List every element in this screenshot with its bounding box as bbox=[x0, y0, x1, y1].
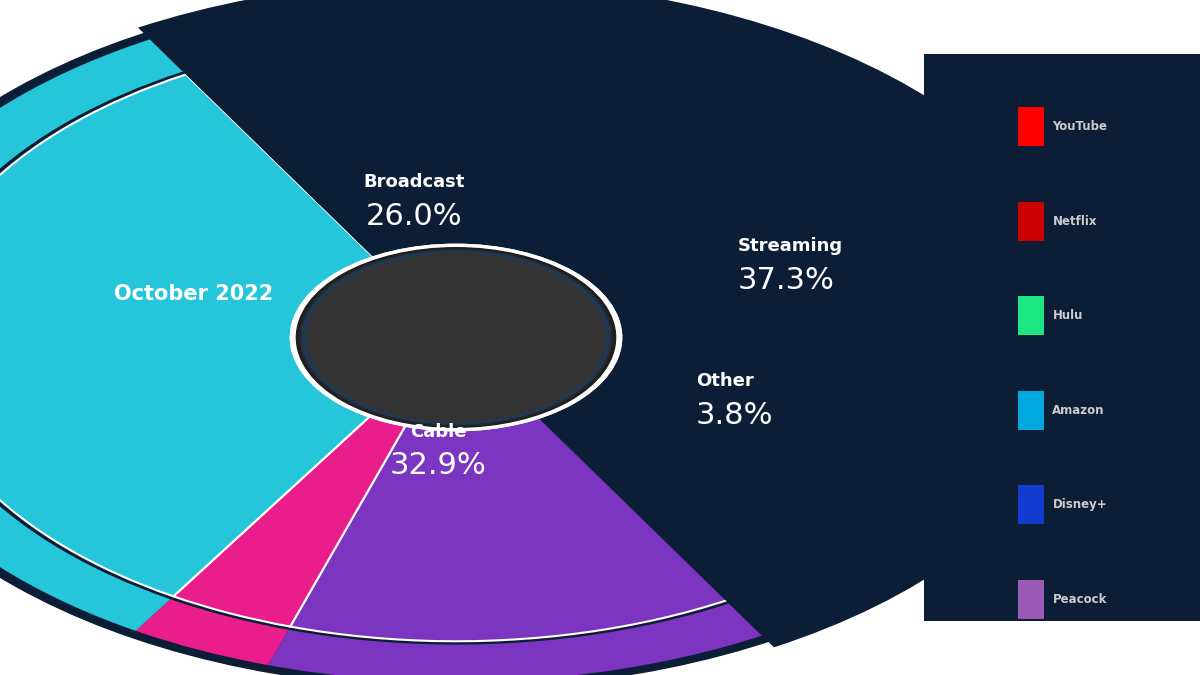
Circle shape bbox=[0, 0, 1080, 675]
Circle shape bbox=[296, 248, 616, 427]
Text: Broadcast: Broadcast bbox=[364, 173, 464, 191]
Circle shape bbox=[290, 244, 622, 431]
Wedge shape bbox=[136, 599, 288, 665]
Circle shape bbox=[306, 253, 606, 422]
Text: Peacock: Peacock bbox=[1052, 593, 1106, 606]
Bar bbox=[1018, 296, 1044, 335]
Bar bbox=[924, 54, 1014, 621]
Wedge shape bbox=[0, 74, 384, 596]
Text: Streaming: Streaming bbox=[738, 238, 844, 255]
Bar bbox=[1018, 485, 1044, 524]
Text: Disney+: Disney+ bbox=[1052, 498, 1108, 512]
Text: October 2022: October 2022 bbox=[114, 284, 274, 304]
Text: 37.3%: 37.3% bbox=[738, 266, 835, 294]
Text: Hulu: Hulu bbox=[1052, 309, 1082, 323]
Wedge shape bbox=[186, 34, 940, 302]
Text: Amazon: Amazon bbox=[1052, 404, 1105, 417]
Bar bbox=[1018, 580, 1044, 619]
Wedge shape bbox=[150, 0, 1004, 201]
Circle shape bbox=[302, 251, 610, 424]
Wedge shape bbox=[138, 0, 1092, 647]
Wedge shape bbox=[456, 192, 1044, 624]
Circle shape bbox=[290, 244, 622, 431]
Text: 3.8%: 3.8% bbox=[696, 401, 774, 429]
Bar bbox=[1018, 107, 1044, 146]
Text: YouTube: YouTube bbox=[1052, 120, 1108, 134]
Wedge shape bbox=[0, 39, 182, 631]
Text: Other: Other bbox=[696, 373, 754, 390]
Wedge shape bbox=[268, 184, 1068, 675]
Bar bbox=[1018, 391, 1044, 430]
Text: Cable: Cable bbox=[409, 423, 467, 441]
Text: 26.0%: 26.0% bbox=[366, 202, 462, 230]
Circle shape bbox=[312, 256, 600, 418]
Circle shape bbox=[300, 250, 612, 425]
Text: 32.9%: 32.9% bbox=[390, 452, 486, 480]
Wedge shape bbox=[148, 0, 1074, 639]
Wedge shape bbox=[456, 95, 986, 338]
Wedge shape bbox=[290, 202, 996, 641]
Bar bbox=[1014, 54, 1200, 621]
Text: Netflix: Netflix bbox=[1052, 215, 1097, 228]
Wedge shape bbox=[173, 406, 412, 626]
Bar bbox=[1018, 202, 1044, 241]
